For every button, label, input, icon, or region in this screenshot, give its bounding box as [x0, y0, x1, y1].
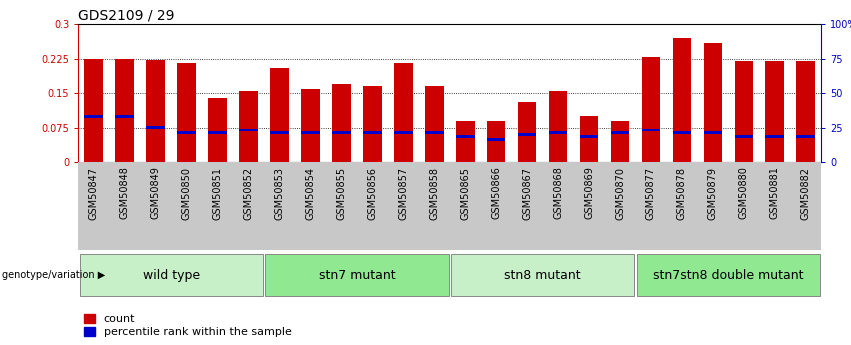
Bar — [301, 131, 320, 134]
Text: GSM50857: GSM50857 — [398, 167, 408, 220]
Bar — [239, 91, 258, 162]
Bar — [797, 61, 815, 162]
Bar — [611, 121, 629, 162]
Bar — [146, 60, 165, 162]
Bar — [301, 89, 320, 162]
Bar — [672, 38, 691, 162]
Text: GSM50879: GSM50879 — [708, 167, 718, 219]
Bar — [116, 59, 134, 162]
Bar — [456, 136, 475, 138]
Bar — [487, 121, 505, 162]
FancyBboxPatch shape — [451, 254, 634, 296]
Bar — [549, 131, 568, 134]
Bar — [642, 57, 660, 162]
Text: GSM50868: GSM50868 — [553, 167, 563, 219]
Bar — [84, 59, 103, 162]
Text: GSM50880: GSM50880 — [739, 167, 749, 219]
Bar — [766, 61, 784, 162]
FancyBboxPatch shape — [266, 254, 448, 296]
Bar — [239, 129, 258, 131]
Text: GSM50856: GSM50856 — [368, 167, 377, 219]
Text: GSM50850: GSM50850 — [181, 167, 191, 219]
Bar — [611, 131, 629, 134]
Text: GSM50847: GSM50847 — [89, 167, 99, 219]
Bar — [116, 115, 134, 118]
Text: GSM50881: GSM50881 — [770, 167, 780, 219]
Text: GSM50882: GSM50882 — [801, 167, 811, 219]
Text: GSM50858: GSM50858 — [429, 167, 439, 219]
Bar — [363, 131, 381, 134]
Text: GSM50853: GSM50853 — [275, 167, 284, 219]
Text: GSM50877: GSM50877 — [646, 167, 656, 220]
Text: GSM50848: GSM50848 — [120, 167, 129, 219]
Bar — [487, 138, 505, 140]
Bar — [797, 136, 815, 138]
Bar — [425, 86, 443, 162]
Text: GSM50870: GSM50870 — [615, 167, 625, 219]
Bar — [271, 131, 288, 134]
Text: GSM50869: GSM50869 — [584, 167, 594, 219]
FancyBboxPatch shape — [637, 254, 820, 296]
Text: GSM50878: GSM50878 — [677, 167, 687, 219]
Text: GSM50865: GSM50865 — [460, 167, 471, 219]
Bar — [394, 131, 413, 134]
Bar — [704, 42, 722, 162]
Text: GSM50866: GSM50866 — [491, 167, 501, 219]
Bar — [425, 131, 443, 134]
Bar — [363, 86, 381, 162]
Bar — [456, 121, 475, 162]
Text: stn7 mutant: stn7 mutant — [318, 269, 395, 282]
Text: genotype/variation ▶: genotype/variation ▶ — [2, 270, 105, 280]
Bar — [580, 116, 598, 162]
Text: GDS2109 / 29: GDS2109 / 29 — [78, 9, 174, 23]
Text: stn8 mutant: stn8 mutant — [505, 269, 581, 282]
Bar — [84, 115, 103, 118]
Bar — [518, 133, 536, 136]
Bar — [146, 126, 165, 129]
Text: GSM50855: GSM50855 — [336, 167, 346, 220]
Bar — [549, 91, 568, 162]
Text: GSM50851: GSM50851 — [213, 167, 223, 219]
Bar — [766, 136, 784, 138]
Bar — [642, 129, 660, 131]
Text: GSM50867: GSM50867 — [523, 167, 532, 219]
Bar — [177, 131, 196, 134]
Bar — [208, 98, 227, 162]
Legend: count, percentile rank within the sample: count, percentile rank within the sample — [84, 314, 292, 337]
Text: GSM50852: GSM50852 — [243, 167, 254, 220]
Text: GSM50854: GSM50854 — [306, 167, 316, 219]
Bar — [580, 136, 598, 138]
Text: stn7stn8 double mutant: stn7stn8 double mutant — [653, 269, 803, 282]
Bar — [672, 131, 691, 134]
Bar — [177, 63, 196, 162]
Text: GSM50849: GSM50849 — [151, 167, 161, 219]
Text: wild type: wild type — [143, 269, 200, 282]
Bar — [734, 61, 753, 162]
Bar — [704, 131, 722, 134]
Bar — [518, 102, 536, 162]
Bar — [208, 131, 227, 134]
Bar — [332, 84, 351, 162]
Bar — [734, 136, 753, 138]
Bar — [332, 131, 351, 134]
FancyBboxPatch shape — [79, 254, 263, 296]
Bar — [271, 68, 288, 162]
Bar — [394, 63, 413, 162]
